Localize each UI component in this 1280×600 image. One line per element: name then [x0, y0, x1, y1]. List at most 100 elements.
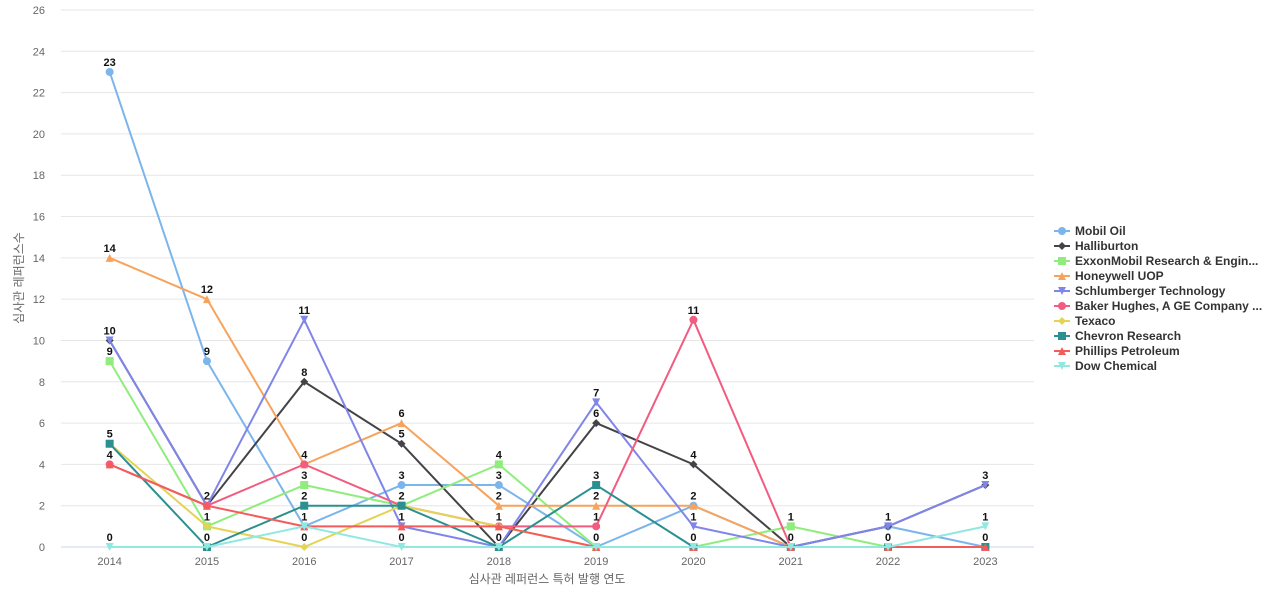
data-point: [300, 501, 309, 510]
data-point: [397, 543, 406, 551]
data-label: 2: [593, 491, 599, 503]
data-point: [202, 295, 211, 304]
series-0: [105, 67, 990, 551]
data-label: 0: [398, 532, 404, 544]
data-label: 0: [788, 532, 794, 544]
data-point: [105, 439, 114, 448]
data-point: [494, 460, 503, 469]
data-label: 4: [107, 449, 114, 461]
series-1: [105, 336, 990, 551]
y-tick-label: 16: [33, 212, 45, 224]
data-point: [397, 522, 406, 531]
x-tick-label: 2016: [292, 556, 316, 568]
data-point: [105, 543, 114, 551]
data-point: [981, 481, 990, 490]
data-point: [786, 543, 795, 551]
y-tick-label: 6: [39, 418, 45, 430]
y-tick-label: 26: [33, 5, 45, 17]
legend-item[interactable]: Schlumberger Technology: [1054, 284, 1226, 298]
legend-marker: [1058, 257, 1066, 265]
data-label: 1: [593, 511, 599, 523]
data-label: 0: [690, 532, 696, 544]
data-label: 9: [107, 346, 113, 358]
data-point: [786, 522, 795, 531]
series-9: [105, 522, 990, 551]
data-point: [689, 522, 698, 531]
legend-label: Schlumberger Technology: [1075, 284, 1226, 298]
data-point: [202, 543, 211, 551]
legend-item[interactable]: Baker Hughes, A GE Company ...: [1054, 299, 1262, 313]
y-tick-label: 18: [33, 170, 45, 182]
x-tick-label: 2018: [487, 556, 511, 568]
x-tick-label: 2023: [973, 556, 997, 568]
data-label: 10: [104, 325, 116, 337]
data-label: 5: [107, 429, 113, 441]
legend-item[interactable]: Honeywell UOP: [1054, 269, 1164, 283]
data-point: [105, 460, 114, 469]
data-point: [494, 481, 503, 490]
data-label: 3: [398, 470, 404, 482]
legend-item[interactable]: Chevron Research: [1054, 329, 1181, 343]
data-label: 1: [788, 511, 794, 523]
data-point: [105, 253, 114, 262]
data-point: [105, 357, 114, 366]
data-label: 1: [204, 511, 210, 523]
data-label: 0: [593, 532, 599, 544]
series-2: [105, 357, 990, 551]
legend-item[interactable]: ExxonMobil Research & Engin...: [1054, 254, 1258, 268]
legend-marker: [1058, 272, 1066, 280]
y-tick-label: 24: [33, 46, 45, 58]
data-point: [884, 543, 893, 551]
legend-marker: [1058, 347, 1066, 355]
data-label: 2: [301, 491, 307, 503]
data-label: 3: [593, 470, 599, 482]
data-point: [884, 522, 893, 531]
y-axis-title: 심사관 레퍼런스수: [12, 232, 26, 324]
data-label: 5: [398, 429, 404, 441]
legend-marker: [1058, 317, 1066, 325]
data-point: [300, 543, 309, 551]
data-label: 1: [885, 511, 891, 523]
data-point: [397, 439, 406, 448]
data-point: [202, 522, 211, 531]
legend-label: Texaco: [1075, 314, 1115, 328]
data-label: 4: [496, 449, 503, 461]
data-label: 2: [204, 491, 210, 503]
data-label: 11: [298, 305, 310, 317]
data-point: [689, 543, 698, 551]
data-label: 2: [690, 491, 696, 503]
y-tick-label: 22: [33, 88, 45, 100]
legend-marker: [1058, 302, 1066, 310]
data-point: [494, 543, 503, 551]
data-label: 8: [301, 367, 307, 379]
data-label: 0: [301, 532, 307, 544]
data-label: 1: [301, 511, 307, 523]
x-tick-label: 2020: [681, 556, 705, 568]
y-tick-label: 2: [39, 501, 45, 513]
legend-item[interactable]: Halliburton: [1054, 239, 1138, 253]
data-point: [300, 460, 309, 469]
data-label: 1: [982, 511, 988, 523]
legend-item[interactable]: Texaco: [1054, 314, 1115, 328]
series-line: [108, 318, 986, 548]
legend-item[interactable]: Dow Chemical: [1054, 359, 1157, 373]
legend-item[interactable]: Mobil Oil: [1054, 224, 1126, 238]
x-tick-label: 2019: [584, 556, 608, 568]
legend-marker: [1058, 242, 1066, 250]
series-line: [108, 360, 986, 548]
data-label: 4: [301, 449, 308, 461]
data-point: [202, 357, 211, 366]
legend-marker: [1058, 362, 1066, 370]
series-7: [105, 439, 990, 551]
data-point: [300, 377, 309, 386]
data-label: 1: [496, 511, 502, 523]
legend-label: Honeywell UOP: [1075, 269, 1164, 283]
data-label: 3: [496, 470, 502, 482]
legend-item[interactable]: Phillips Petroleum: [1054, 344, 1180, 358]
legend-label: Baker Hughes, A GE Company ...: [1075, 299, 1262, 313]
x-tick-label: 2022: [876, 556, 900, 568]
data-point: [592, 543, 601, 551]
data-point: [397, 501, 406, 510]
